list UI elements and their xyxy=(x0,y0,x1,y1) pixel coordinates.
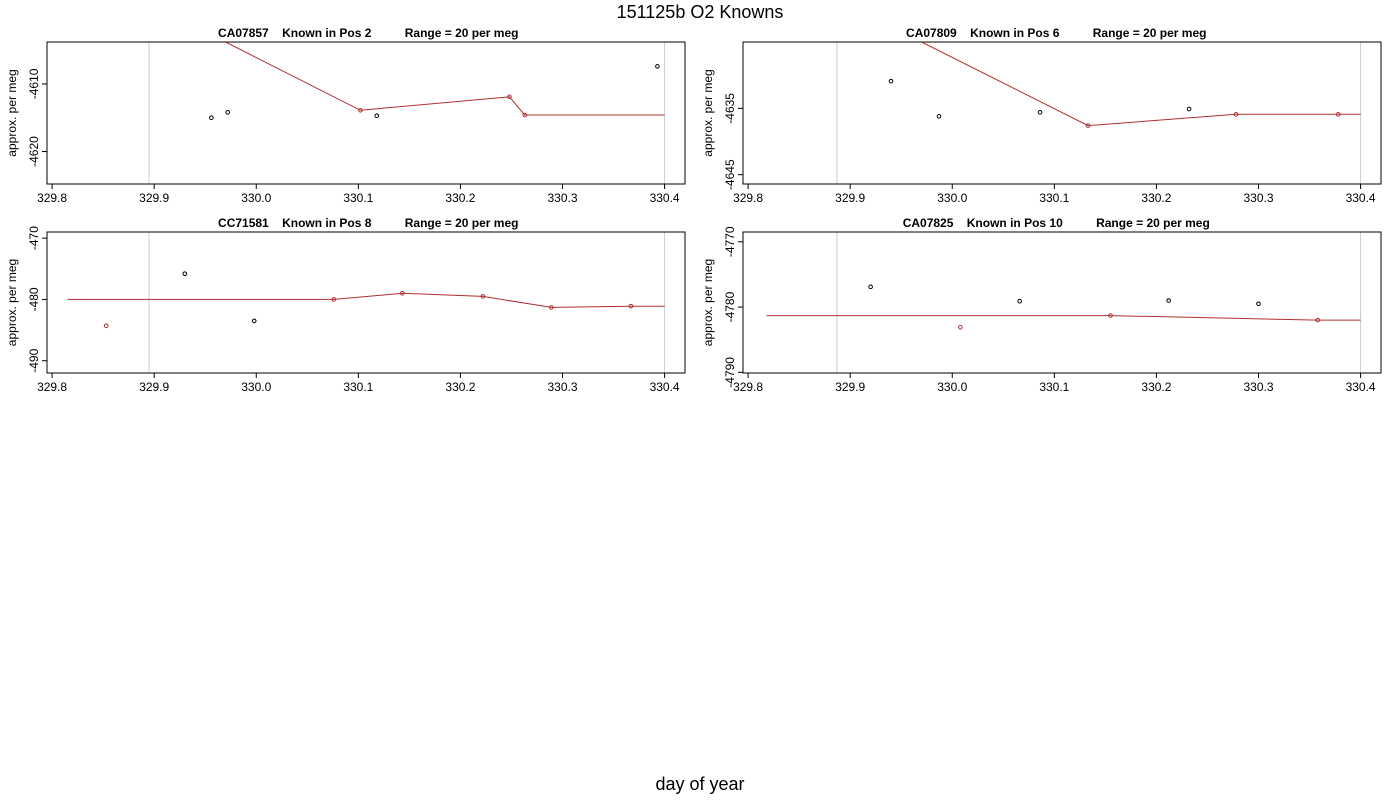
data-point xyxy=(1256,301,1261,307)
plot-frame xyxy=(742,231,1382,374)
plot-frame xyxy=(46,231,686,374)
y-tick-label: -490 xyxy=(27,348,41,372)
x-tick-label: 330.0 xyxy=(241,380,271,394)
panel-ca07825: 329.8 329.9 330.0 330.1 330.2 330.3 330.4 -4770… xyxy=(701,216,1382,394)
x-tick-label: 330.3 xyxy=(1243,191,1273,205)
x-tick-label: 329.9 xyxy=(139,380,169,394)
x-tick-label: 330.2 xyxy=(445,380,475,394)
fit-line xyxy=(921,42,1361,127)
x-tick-label: 330.2 xyxy=(1141,380,1171,394)
x-axis-label: day of year xyxy=(655,774,745,794)
fit-point xyxy=(958,325,963,330)
x-tick-label: 330.1 xyxy=(343,191,373,205)
panel-cc71581: 329.8 329.9 330.0 330.1 330.2 330.3 330.4 -470 -… xyxy=(5,216,686,394)
data-point xyxy=(182,271,188,276)
y-tick-label: -4770 xyxy=(723,226,737,257)
fit-point xyxy=(1335,112,1341,117)
fit-point xyxy=(331,297,337,302)
plot-frame xyxy=(46,41,686,185)
fit-point xyxy=(522,112,528,118)
data-point xyxy=(1017,298,1022,304)
fit-point xyxy=(1315,317,1321,323)
fit-point xyxy=(1233,112,1239,117)
x-tick-label: 329.8 xyxy=(733,191,763,205)
x-tick-label: 329.8 xyxy=(733,380,763,394)
data-point xyxy=(374,113,380,119)
panel-title: CC71581 Known in Pos 8 Range = 20 per me… xyxy=(218,216,518,230)
fit-point xyxy=(1108,313,1113,318)
plot-area xyxy=(888,42,1361,128)
x-tick-label: 329.8 xyxy=(37,380,67,394)
x-tick-label: 330.2 xyxy=(1141,191,1171,205)
x-tick-label: 330.4 xyxy=(1346,380,1376,394)
panel-ca07857: 329.8 329.9 330.0 330.1 330.2 330.3 330.4 -4610… xyxy=(5,26,686,205)
data-point xyxy=(1037,110,1043,115)
y-axis-label: approx. per meg xyxy=(701,259,715,346)
data-point xyxy=(225,110,230,115)
x-tick-label: 330.3 xyxy=(1243,380,1273,394)
fit-point xyxy=(103,323,109,329)
fit-point xyxy=(480,294,486,299)
x-tick-label: 330.4 xyxy=(650,191,680,205)
plots-canvas: 329.8 329.9 330.0 330.1 330.2 330.3 330.4 -4610… xyxy=(5,26,1382,394)
y-axis-label: approx. per meg xyxy=(701,69,715,156)
fit-point xyxy=(507,94,512,100)
x-tick-label: 330.0 xyxy=(937,191,967,205)
x-tick-label: 330.3 xyxy=(547,380,577,394)
fit-line xyxy=(225,42,665,116)
y-axis-label: approx. per meg xyxy=(5,69,19,156)
data-point xyxy=(936,114,942,119)
y-tick-label: -4635 xyxy=(723,93,737,124)
y-tick-label: -4780 xyxy=(723,291,737,322)
y-tick-label: -4610 xyxy=(27,68,41,99)
x-tick-label: 330.4 xyxy=(650,380,680,394)
x-tick-label: 330.0 xyxy=(937,380,967,394)
data-point xyxy=(868,284,873,290)
data-point xyxy=(888,78,894,84)
x-tick-label: 329.9 xyxy=(835,380,865,394)
x-tick-label: 330.1 xyxy=(343,380,373,394)
y-tick-label: -480 xyxy=(27,287,41,311)
fit-point xyxy=(1085,123,1091,128)
data-point xyxy=(655,64,660,69)
page-title: 151125b O2 Knowns xyxy=(616,2,784,22)
x-tick-label: 329.9 xyxy=(139,191,169,205)
fit-line xyxy=(766,315,1361,321)
fit-point xyxy=(548,305,554,310)
x-tick-label: 330.3 xyxy=(547,191,577,205)
plot-area xyxy=(766,284,1361,330)
panel-ca07809: 329.8 329.9 330.0 330.1 330.2 330.3 330.4 -4635… xyxy=(701,26,1382,205)
data-point xyxy=(1166,298,1171,303)
panel-title: CA07825 Known in Pos 10 Range = 20 per m… xyxy=(903,216,1210,230)
y-tick-label: -470 xyxy=(27,226,41,250)
data-point xyxy=(209,115,214,121)
fit-point xyxy=(358,107,363,113)
data-point xyxy=(1186,106,1192,112)
data-point xyxy=(251,318,257,324)
x-tick-label: 330.1 xyxy=(1039,380,1069,394)
x-tick-label: 330.1 xyxy=(1039,191,1069,205)
panel-title: CA07809 Known in Pos 6 Range = 20 per me… xyxy=(906,26,1206,40)
plot-frame xyxy=(742,41,1382,185)
y-tick-label: -4645 xyxy=(723,159,737,190)
y-axis-label: approx. per meg xyxy=(5,259,19,346)
plot-area xyxy=(67,271,665,329)
x-tick-label: 330.4 xyxy=(1346,191,1376,205)
y-tick-label: -4620 xyxy=(27,136,41,167)
x-tick-label: 329.8 xyxy=(37,191,67,205)
y-tick-label: -4790 xyxy=(723,357,737,388)
x-tick-label: 330.2 xyxy=(445,191,475,205)
x-tick-label: 329.9 xyxy=(835,191,865,205)
fit-point xyxy=(399,291,405,296)
plot-area xyxy=(209,42,665,121)
fit-point xyxy=(628,303,634,309)
fit-line xyxy=(67,292,665,308)
panel-title: CA07857 Known in Pos 2 Range = 20 per me… xyxy=(218,26,518,40)
x-tick-label: 330.0 xyxy=(241,191,271,205)
